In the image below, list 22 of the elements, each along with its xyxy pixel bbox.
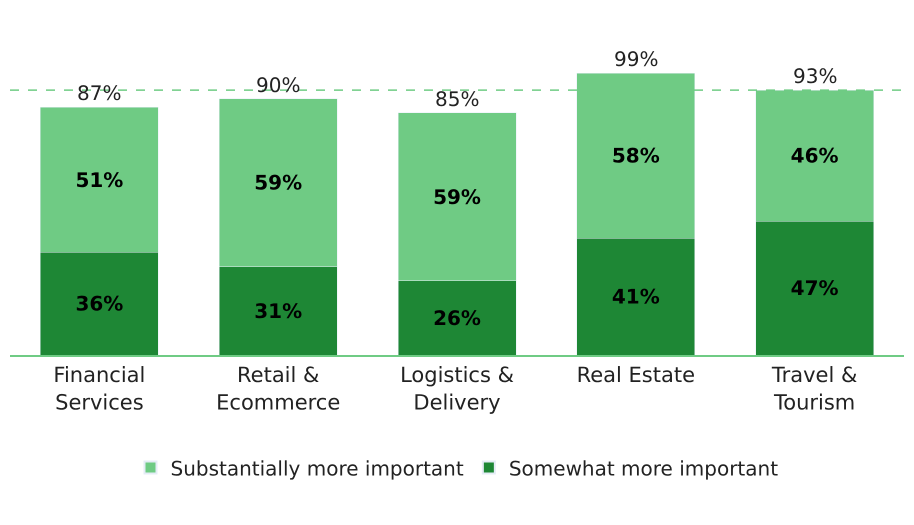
x-tick-label: Travel & Tourism: [770, 363, 858, 414]
data-label: 47%: [790, 276, 839, 300]
total-label: 85%: [435, 87, 480, 111]
total-label: 90%: [256, 73, 300, 97]
data-label: 31%: [254, 298, 302, 323]
data-label: 36%: [75, 292, 124, 316]
x-tick-label: Retail & Ecommerce: [216, 363, 340, 414]
x-tick-label: Real Estate: [576, 363, 696, 388]
x-tick-label: Financial Services: [53, 363, 146, 414]
total-label: 87%: [77, 81, 122, 105]
total-label: 93%: [793, 64, 838, 88]
legend-label: Somewhat more important: [508, 456, 778, 480]
data-label: 41%: [612, 284, 660, 309]
data-label: 26%: [433, 306, 481, 330]
x-tick-label: Logistics & Delivery: [400, 363, 514, 414]
data-label: 59%: [254, 170, 302, 195]
data-label: 51%: [75, 168, 124, 192]
total-label: 99%: [614, 47, 658, 71]
data-label: 58%: [612, 144, 660, 168]
data-label: 59%: [433, 184, 481, 209]
data-label: 46%: [790, 144, 839, 168]
legend-label: Substantially more important: [170, 456, 464, 480]
